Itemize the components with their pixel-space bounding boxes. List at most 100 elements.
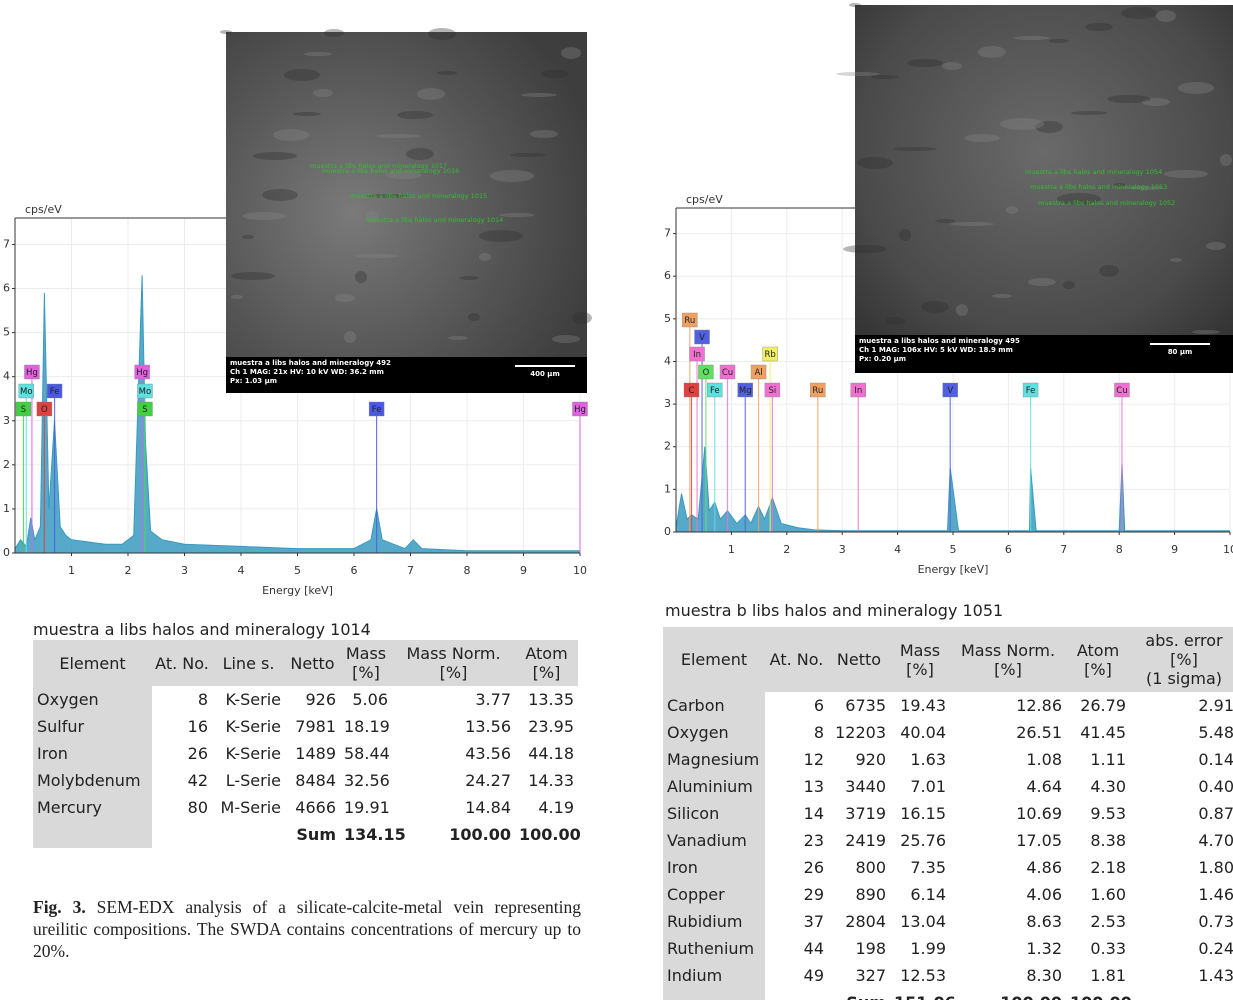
cell: 14.84 (465, 798, 511, 817)
header-text: abs. error [%] (1145, 631, 1223, 669)
header-text: Mass (345, 644, 387, 663)
texture (242, 235, 254, 239)
texture (366, 211, 378, 223)
element-label: Fe (372, 405, 382, 415)
sem-spot-label: muestra a libs halos and mineralogy 1014 (366, 216, 503, 224)
element-label: Ru (812, 386, 823, 396)
sem-spot-label: muestra a libs halos and mineralogy 1053 (1030, 183, 1167, 191)
spectrum-line (14, 275, 580, 552)
header-text: Line s. (222, 653, 275, 673)
element-label: Fe (710, 386, 720, 396)
texture (1170, 258, 1182, 262)
element-box (36, 401, 53, 417)
texture (386, 171, 422, 179)
x-tick-label: 6 (351, 564, 358, 577)
element-label: Mo (139, 387, 152, 397)
data-row: Indium 49 327 12.53 8.30 1.81 1.43 (663, 962, 1233, 989)
y-tick-label: 7 (3, 237, 10, 250)
header-cell: At. No. (765, 627, 828, 692)
x-tick-label: 7 (407, 564, 414, 577)
element-box (750, 364, 767, 380)
element-label: Cu (1116, 386, 1127, 396)
cell: 42 (187, 771, 208, 790)
header-text: Netto (290, 653, 335, 673)
data-row: Carbon 6 6735 19.43 12.86 26.79 2.91 (663, 692, 1233, 719)
x-tick-label: 8 (1116, 543, 1123, 556)
element-label: Hg (136, 368, 148, 378)
x-axis-label: Energy [keV] (918, 563, 989, 576)
header-cell: At. No. (152, 640, 212, 686)
cell: Oxygen (663, 719, 765, 746)
cell: 1.08 (1026, 750, 1062, 769)
x-tick-label: 7 (1060, 543, 1067, 556)
cell: 3719 (845, 804, 886, 823)
y-tick-label: 2 (3, 458, 10, 471)
y-tick-label: 4 (3, 370, 10, 383)
element-box (46, 383, 63, 399)
cell: 0.40 (1198, 777, 1233, 796)
cell: 13.35 (528, 690, 574, 709)
cell: 4.06 (1026, 885, 1062, 904)
cell: Silicon (663, 800, 765, 827)
element-box (764, 382, 781, 398)
sum-cell: 100.00 (950, 989, 1066, 1000)
cell: 25.76 (900, 831, 946, 850)
texture (1156, 10, 1176, 22)
texture (262, 189, 298, 201)
cell: Copper (663, 881, 765, 908)
cell: 1.81 (1090, 966, 1126, 985)
data-row: Sulfur 16 K-Serie 7981 18.19 13.56 23.95 (33, 713, 578, 740)
sum-row: Sum 134.15 100.00 100.00 (33, 821, 581, 848)
sem-info-bar (855, 335, 1233, 373)
texture (1071, 111, 1107, 115)
cell: 0.33 (1090, 939, 1126, 958)
y-axis-label: cps/eV (686, 193, 723, 206)
cell: 8 (197, 690, 208, 709)
texture (1057, 193, 1101, 205)
texture (1014, 36, 1050, 40)
element-label: Ru (684, 316, 695, 326)
header-cell: Element (33, 640, 152, 686)
header-cell: abs. error [%] (1 sigma) (1130, 627, 1233, 692)
cell: 0.87 (1198, 804, 1233, 823)
sem-spot-label: muestra a libs halos and mineralogy 1015 (350, 192, 487, 200)
texture (253, 152, 297, 160)
x-tick-label: 10 (573, 564, 587, 577)
texture (1178, 82, 1214, 94)
data-row: Rubidium 37 2804 13.04 8.63 2.53 0.73 (663, 908, 1233, 935)
header-text: [%] (352, 663, 380, 682)
element-label: Fe (50, 387, 60, 397)
sem-image (226, 32, 587, 393)
cell: Molybdenum (33, 767, 152, 794)
sum-cell: 100.00 (1066, 989, 1132, 1000)
sem-info-bar (226, 357, 587, 393)
header-cell: Netto (828, 627, 890, 692)
texture (417, 88, 445, 100)
cell: 32.56 (344, 771, 390, 790)
data-row: Copper 29 890 6.14 4.06 1.60 1.46 (663, 881, 1233, 908)
texture (541, 70, 569, 78)
texture (355, 271, 367, 283)
x-tick-label: 8 (464, 564, 471, 577)
cell: K-Serie (225, 690, 281, 709)
cell: 1.99 (910, 939, 946, 958)
texture (479, 230, 523, 242)
texture (1000, 118, 1044, 130)
element-label: Mg (739, 386, 752, 396)
sem-params: Ch 1 MAG: 21x HV: 10 kV WD: 36.2 mm (230, 368, 384, 376)
data-row: Silicon 14 3719 16.15 10.69 9.53 0.87 (663, 800, 1233, 827)
texture (313, 89, 333, 97)
header-text: (1 sigma) (1145, 669, 1223, 688)
cell: 7.35 (910, 858, 946, 877)
y-tick-label: 1 (664, 482, 671, 495)
texture (242, 212, 286, 220)
cell: 58.44 (344, 744, 390, 763)
texture (950, 222, 994, 226)
cell: Iron (33, 740, 152, 767)
cell: Vanadium (663, 827, 765, 854)
empty-cell (765, 989, 828, 1000)
texture (907, 59, 943, 67)
texture (510, 153, 546, 157)
cell: 4.30 (1090, 777, 1126, 796)
